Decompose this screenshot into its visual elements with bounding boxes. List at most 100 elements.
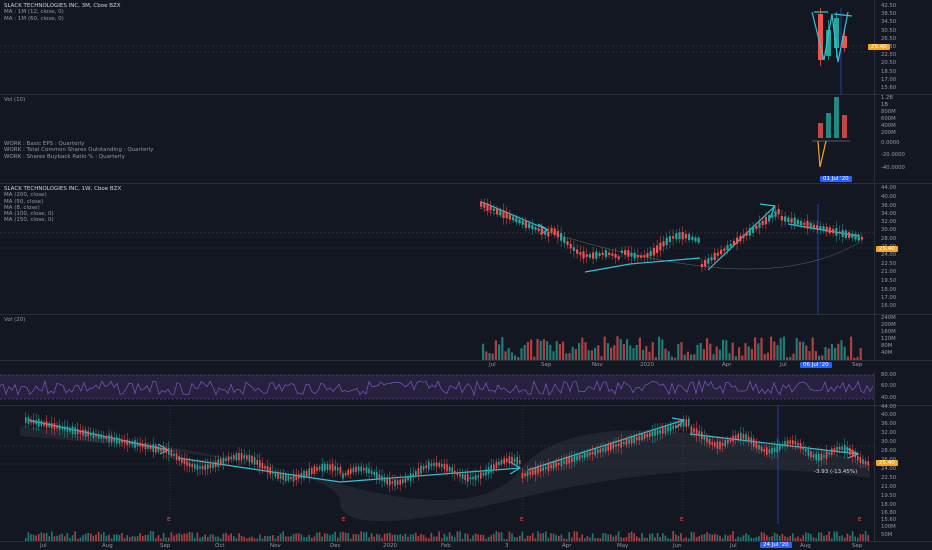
pane-top-price[interactable]: SLACK TECHNOLOGIES INC, 3M, Cboe BZX MA … bbox=[0, 0, 932, 94]
candle-body bbox=[152, 444, 154, 452]
candle-body bbox=[784, 216, 787, 222]
volume-bar bbox=[386, 533, 388, 541]
volume-bar bbox=[850, 336, 853, 360]
volume-bar bbox=[606, 343, 609, 360]
bottom-vol-axis[interactable]: 100M 50M bbox=[874, 524, 932, 541]
volume-bar bbox=[412, 534, 414, 541]
pane-top-volume[interactable]: Vol (10) 1.2B 1B 800M 600M 400M 200M bbox=[0, 95, 932, 138]
volume-bar bbox=[547, 537, 550, 541]
candle-body bbox=[768, 215, 771, 222]
mid-x-axis[interactable]: Jul Sep Nov 2020 Apr Jul Sep 06 Jul '20 bbox=[0, 360, 932, 370]
candle-body bbox=[773, 447, 776, 452]
legend-mid-ma8: MA (8, close) bbox=[4, 204, 40, 211]
candle-body bbox=[243, 455, 245, 459]
candle-body bbox=[480, 472, 482, 479]
volume-bar bbox=[381, 537, 383, 541]
legend-mid-title: SLACK TECHNOLOGIES INC, 1W, Cboe BZX bbox=[4, 186, 122, 192]
earnings-marker[interactable]: E bbox=[520, 517, 524, 523]
volume-bar bbox=[82, 535, 84, 541]
candle-body bbox=[409, 473, 412, 481]
candle-body bbox=[313, 466, 316, 474]
candle-body bbox=[771, 447, 773, 454]
candle-body bbox=[147, 445, 149, 449]
volume-bar bbox=[253, 538, 256, 541]
pane-mid-price[interactable]: SLACK TECHNOLOGIES INC, 1W, Cboe BZX MA … bbox=[0, 184, 932, 314]
volume-bar bbox=[152, 531, 154, 541]
candle-body bbox=[789, 440, 791, 444]
candle-body bbox=[563, 460, 565, 464]
candle-body bbox=[108, 434, 110, 443]
pane-top-fundamentals[interactable]: WORK : Basic EPS : Quarterly WORK : Tota… bbox=[0, 139, 932, 182]
pane-rsi[interactable]: 80.00 60.00 40.00 bbox=[0, 371, 932, 405]
earnings-marker[interactable]: E bbox=[167, 517, 171, 523]
candle-body bbox=[684, 234, 687, 239]
volume-bar bbox=[105, 535, 108, 541]
volume-bar bbox=[654, 357, 657, 360]
mid-vol-axis[interactable]: 240M 200M 160M 120M 80M 40M bbox=[874, 315, 932, 360]
volume-bar bbox=[641, 533, 643, 541]
candle-body bbox=[540, 228, 543, 235]
volume-bar bbox=[675, 534, 677, 541]
candle-body bbox=[659, 242, 662, 251]
pane-mid-volume[interactable]: Vol (20) 240M 200M 160M 120M 80M 40M bbox=[0, 315, 932, 360]
volume-bar bbox=[693, 532, 695, 541]
candle-body bbox=[799, 442, 802, 450]
candle-body bbox=[710, 257, 713, 261]
volume-bar bbox=[420, 534, 422, 541]
earnings-marker[interactable]: E bbox=[342, 517, 346, 523]
volume-bar bbox=[175, 534, 178, 541]
pane-bottom-price[interactable]: 44.00 40.00 36.00 32.00 30.00 28.00 26.0… bbox=[0, 404, 932, 524]
mid-date-tag: 06 Jul '20 bbox=[800, 362, 832, 368]
candle-body bbox=[678, 232, 681, 240]
volume-bar bbox=[776, 533, 778, 541]
volume-bar bbox=[565, 353, 568, 360]
candle-body bbox=[786, 440, 789, 446]
volume-bar bbox=[363, 532, 365, 541]
volume-bar bbox=[454, 537, 456, 541]
bottom-price-axis[interactable]: 44.00 40.00 36.00 32.00 30.00 28.00 26.0… bbox=[874, 404, 932, 524]
candle-body bbox=[160, 447, 162, 452]
candle-body bbox=[524, 220, 527, 228]
candle-body bbox=[841, 446, 843, 450]
tick: 20.50 bbox=[881, 60, 897, 66]
pane-bottom-volume[interactable]: 100M 50M bbox=[0, 524, 932, 541]
candle-body bbox=[625, 439, 628, 446]
volume-bar bbox=[782, 336, 785, 360]
candle-body bbox=[266, 466, 269, 473]
volume-bar bbox=[651, 342, 654, 360]
volume-bar bbox=[616, 336, 619, 360]
volume-bar bbox=[183, 533, 186, 541]
volume-bar bbox=[178, 533, 180, 541]
tick: 15.60 bbox=[881, 85, 897, 91]
candle-body bbox=[318, 466, 321, 470]
earnings-marker[interactable]: E bbox=[680, 517, 684, 523]
volume-bar bbox=[649, 533, 651, 541]
candle-body bbox=[819, 226, 822, 230]
top-vol-axis[interactable]: 1.2B 1B 800M 600M 400M 200M bbox=[874, 95, 932, 138]
volume-bar bbox=[734, 538, 737, 541]
volume-bar bbox=[27, 532, 30, 541]
candle-body bbox=[515, 217, 518, 223]
candle-body bbox=[477, 475, 479, 478]
earnings-marker[interactable]: E bbox=[858, 517, 862, 523]
volume-bar bbox=[116, 534, 118, 541]
volume-bar bbox=[292, 533, 295, 541]
volume-bar bbox=[474, 533, 477, 541]
volume-bar bbox=[84, 533, 87, 541]
rsi-axis[interactable]: 80.00 60.00 40.00 bbox=[874, 371, 932, 405]
volume-bar bbox=[533, 356, 536, 360]
volume-bar bbox=[108, 534, 110, 541]
volume-bar bbox=[562, 341, 565, 360]
volume-bar bbox=[451, 535, 453, 541]
volume-bar bbox=[64, 536, 66, 541]
volume-bar bbox=[469, 538, 472, 541]
candle-body bbox=[292, 473, 295, 482]
candle-body bbox=[97, 433, 100, 439]
tick: 26.50 bbox=[881, 36, 897, 42]
fund-axis[interactable]: 0.0000 -20.0000 -40.0000 bbox=[874, 139, 932, 182]
bottom-x-axis[interactable]: Jul Aug Sep Oct Nov Dec 2020 Feb 3 Apr M… bbox=[0, 541, 932, 550]
candle-body bbox=[693, 428, 695, 433]
volume-bar bbox=[573, 531, 576, 541]
candle-body bbox=[838, 231, 841, 234]
volume-bar bbox=[795, 337, 798, 360]
